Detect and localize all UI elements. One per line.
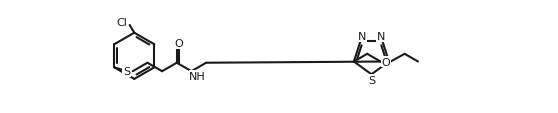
Text: N: N xyxy=(377,32,385,42)
Text: S: S xyxy=(369,75,376,85)
Text: NH: NH xyxy=(189,71,206,81)
Text: O: O xyxy=(174,39,182,49)
Text: S: S xyxy=(123,67,130,77)
Text: Cl: Cl xyxy=(117,18,127,28)
Text: O: O xyxy=(382,57,390,67)
Text: N: N xyxy=(358,32,366,42)
